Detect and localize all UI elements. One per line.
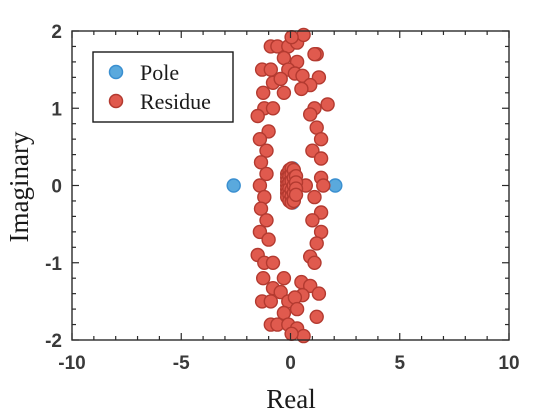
residue-point-64 [263,294,278,309]
residue-point-66 [287,290,303,305]
residue-point-104 [288,187,304,203]
residue-point-34 [253,155,269,170]
residue-point-45 [259,213,274,228]
residue-point-49 [261,232,276,247]
residue-point-50 [309,236,324,251]
residue-point-16 [273,71,288,87]
residue-point-69 [289,301,305,317]
legend-pole-label: Pole [140,60,179,85]
residue-point-20 [276,85,292,101]
pole-point-0 [226,178,241,193]
residue-point-27 [320,97,335,112]
x-tick-label: 10 [498,353,519,374]
residue-point-46 [305,213,320,228]
residue-point-61 [273,284,288,300]
y-tick-label: -2 [45,331,62,352]
residue-point-36 [259,166,274,182]
x-tick-label: 0 [285,353,296,374]
plot-area [226,27,343,344]
residue-point-21 [294,81,309,97]
legend-residue-label: Residue [140,89,211,114]
y-tick-label: 2 [51,22,62,43]
ticks [71,30,510,341]
residue-point-26 [303,107,318,122]
residue-point-30 [252,131,268,147]
residue-point-32 [259,143,274,158]
residue-point-7 [307,47,322,62]
x-tick-label: -5 [173,353,190,374]
x-tick-label: -10 [58,353,85,374]
residue-point-35 [313,151,329,166]
residue-point-54 [265,255,281,270]
y-tick-label: 0 [51,177,62,198]
legend-residue-marker [108,93,124,109]
x-axis-title: Real [266,384,315,414]
residue-point-24 [265,101,281,116]
residue-point-40 [316,178,331,193]
residue-point-19 [256,85,271,101]
residue-point-58 [276,271,292,286]
pole-point-1 [328,178,343,193]
residue-point-67 [311,286,327,301]
residue-point-55 [307,255,322,270]
legend-pole-marker [108,64,124,80]
legend: Pole Residue [92,51,234,123]
residue-point-56 [256,271,271,286]
y-axis-title: Imaginary [4,131,34,242]
residue-point-5 [284,30,299,45]
y-tick-label: -1 [45,254,62,275]
residue-point-75 [284,326,299,341]
residue-point-31 [313,131,329,147]
y-tick-label: 1 [51,99,62,120]
residue-point-43 [253,201,269,216]
legend-box [92,51,234,123]
residue-point-76 [309,309,324,324]
residue-point-25 [250,108,265,124]
residue-point-42 [307,189,322,205]
x-tick-label: 5 [394,353,405,374]
